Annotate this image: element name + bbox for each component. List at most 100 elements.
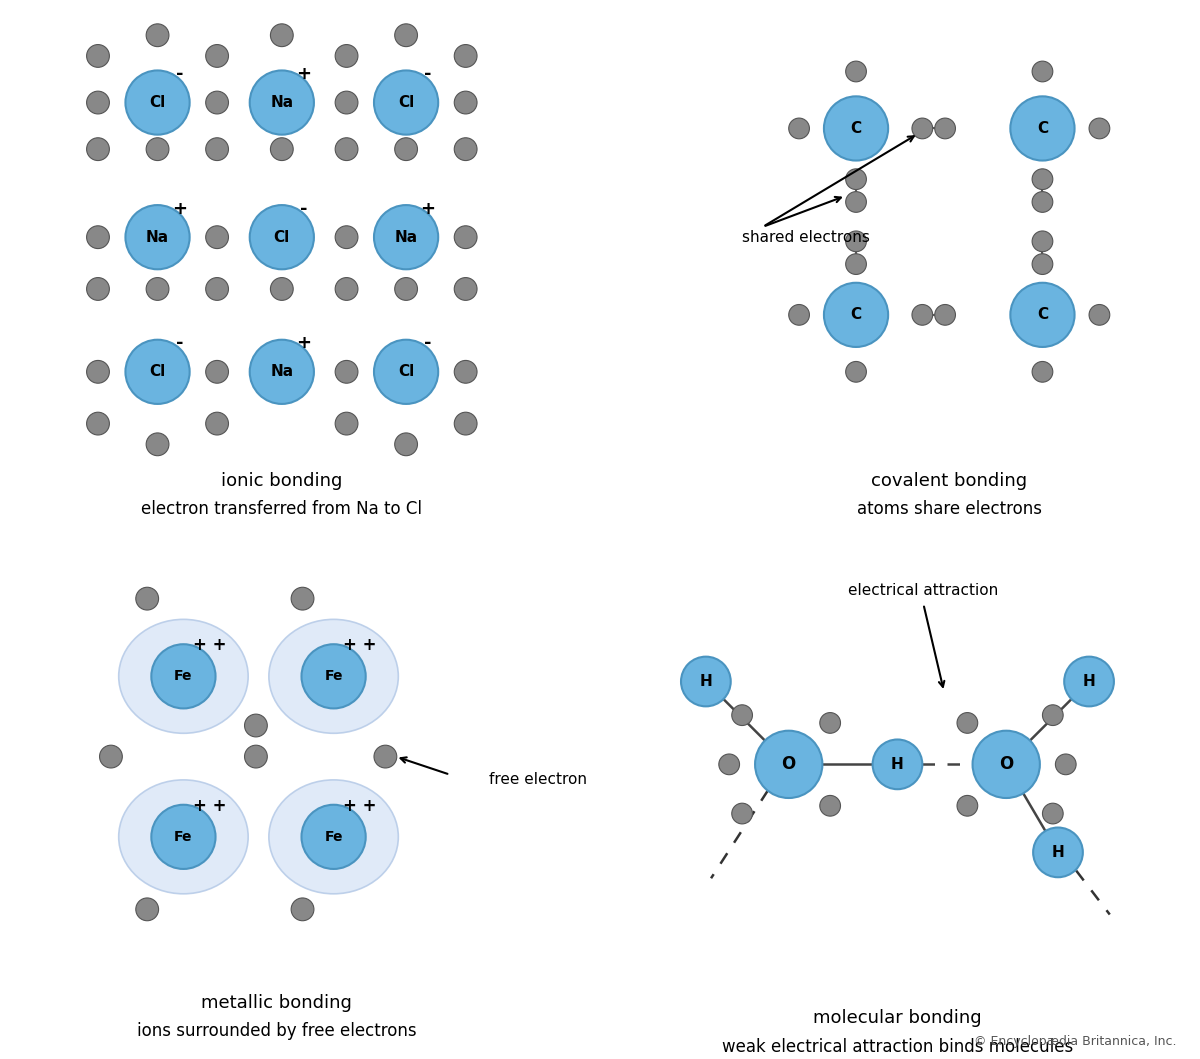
Circle shape [126, 340, 190, 403]
Circle shape [455, 138, 478, 161]
Text: Na: Na [146, 230, 169, 245]
Text: + +: + + [192, 796, 226, 814]
Circle shape [846, 361, 866, 382]
Circle shape [335, 138, 358, 161]
Circle shape [205, 91, 228, 114]
Circle shape [335, 91, 358, 114]
Circle shape [1032, 192, 1052, 213]
Circle shape [151, 805, 216, 869]
Text: © Encyclopædia Britannica, Inc.: © Encyclopædia Britannica, Inc. [973, 1036, 1176, 1048]
Circle shape [395, 24, 418, 47]
Circle shape [1010, 283, 1074, 347]
Text: H: H [892, 757, 904, 772]
Circle shape [335, 44, 358, 68]
Text: ionic bonding: ionic bonding [221, 471, 342, 489]
Text: H: H [1082, 674, 1096, 689]
Text: -: - [424, 65, 432, 83]
Circle shape [395, 433, 418, 455]
Circle shape [250, 340, 314, 403]
Circle shape [395, 138, 418, 161]
Text: Fe: Fe [174, 830, 193, 844]
Circle shape [205, 138, 228, 161]
Circle shape [1032, 168, 1052, 190]
Circle shape [846, 231, 866, 252]
Text: -: - [175, 335, 184, 353]
Text: O: O [1000, 755, 1013, 773]
Circle shape [1043, 705, 1063, 725]
Circle shape [151, 644, 216, 708]
Circle shape [455, 226, 478, 249]
Text: O: O [781, 755, 796, 773]
Circle shape [1032, 361, 1052, 382]
Circle shape [732, 705, 752, 725]
Circle shape [374, 71, 438, 134]
Text: Fe: Fe [324, 830, 343, 844]
Circle shape [755, 731, 822, 798]
Text: C: C [1037, 121, 1048, 136]
Circle shape [1090, 305, 1110, 325]
Circle shape [455, 277, 478, 301]
Circle shape [205, 360, 228, 383]
Text: -: - [175, 65, 184, 83]
Circle shape [935, 119, 955, 139]
Circle shape [146, 138, 169, 161]
Ellipse shape [119, 779, 248, 894]
Circle shape [846, 254, 866, 274]
Circle shape [455, 44, 478, 68]
Text: Cl: Cl [274, 230, 290, 245]
Circle shape [1090, 119, 1110, 139]
Circle shape [455, 412, 478, 435]
Circle shape [86, 138, 109, 161]
Circle shape [820, 795, 840, 816]
Circle shape [824, 96, 888, 161]
Text: +: + [420, 200, 436, 218]
Circle shape [682, 657, 731, 706]
Circle shape [846, 168, 866, 190]
Ellipse shape [269, 620, 398, 733]
Circle shape [301, 644, 366, 708]
Text: Cl: Cl [150, 95, 166, 110]
Text: -: - [300, 200, 307, 218]
Text: ions surrounded by free electrons: ions surrounded by free electrons [137, 1022, 416, 1040]
Circle shape [732, 803, 752, 824]
Circle shape [292, 898, 314, 920]
Circle shape [250, 205, 314, 269]
Text: +: + [172, 200, 187, 218]
Circle shape [846, 192, 866, 213]
Circle shape [136, 898, 158, 920]
Circle shape [912, 119, 932, 139]
Circle shape [1043, 803, 1063, 824]
Text: C: C [851, 121, 862, 136]
Circle shape [86, 91, 109, 114]
Circle shape [872, 739, 923, 789]
Circle shape [86, 44, 109, 68]
Text: Na: Na [270, 364, 293, 379]
Circle shape [335, 226, 358, 249]
Text: molecular bonding: molecular bonding [814, 1009, 982, 1027]
Circle shape [245, 746, 268, 768]
Circle shape [719, 754, 739, 775]
Circle shape [824, 283, 888, 347]
Text: weak electrical attraction binds molecules: weak electrical attraction binds molecul… [722, 1038, 1073, 1056]
Circle shape [270, 24, 293, 47]
Circle shape [146, 24, 169, 47]
Text: C: C [1037, 307, 1048, 322]
Circle shape [374, 746, 397, 768]
Circle shape [374, 205, 438, 269]
Circle shape [86, 360, 109, 383]
Circle shape [455, 360, 478, 383]
Circle shape [1032, 61, 1052, 82]
Circle shape [270, 138, 293, 161]
Text: covalent bonding: covalent bonding [871, 471, 1027, 489]
Text: +: + [296, 335, 311, 353]
Circle shape [126, 71, 190, 134]
Text: +: + [296, 65, 311, 83]
Ellipse shape [119, 620, 248, 733]
Text: + +: + + [343, 796, 377, 814]
Text: + +: + + [192, 636, 226, 654]
Text: Cl: Cl [150, 364, 166, 379]
Text: + +: + + [343, 636, 377, 654]
Circle shape [205, 277, 228, 301]
Text: shared electrons: shared electrons [742, 230, 870, 245]
Circle shape [1032, 231, 1052, 252]
